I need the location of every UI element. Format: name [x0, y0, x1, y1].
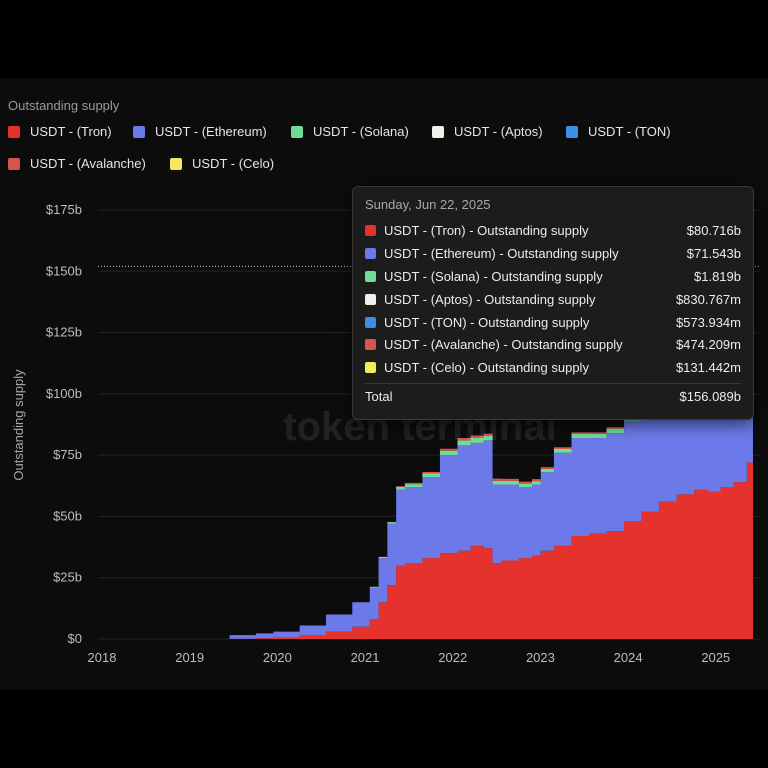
area-series-usdt-tron[interactable] — [98, 441, 753, 639]
tooltip-label: USDT - (Aptos) - Outstanding supply — [384, 291, 596, 307]
legend-swatch — [170, 157, 182, 170]
legend-label: USDT - (Tron) — [30, 124, 112, 139]
x-tick-label: 2021 — [351, 650, 380, 665]
y-axis-label: Outstanding supply — [11, 369, 26, 481]
legend-swatch — [291, 125, 303, 138]
tooltip-swatch — [365, 316, 376, 328]
legend-swatch — [432, 125, 444, 138]
x-tick-label: 2022 — [438, 650, 467, 665]
y-tick-label: $175b — [46, 202, 82, 217]
tooltip-row-ton: USDT - (TON) - Outstanding supply $573.9… — [365, 312, 741, 332]
tooltip-total-value: $156.089b — [679, 389, 741, 404]
legend-item-aptos[interactable]: USDT - (Aptos) — [432, 124, 543, 139]
legend-item-ethereum[interactable]: USDT - (Ethereum) — [133, 124, 267, 139]
tooltip-swatch — [365, 338, 376, 350]
x-tick-label: 2024 — [614, 650, 643, 665]
legend-label: USDT - (Solana) — [313, 124, 409, 139]
tooltip-value: $1.819b — [694, 268, 741, 284]
tooltip-row-avalanche: USDT - (Avalanche) - Outstanding supply … — [365, 334, 741, 354]
legend-item-solana[interactable]: USDT - (Solana) — [291, 124, 409, 139]
x-axis-ticks: 2018 2019 2020 2021 2022 2023 2024 2025 — [88, 650, 731, 665]
legend-swatch — [566, 125, 578, 138]
legend-label: USDT - (Aptos) — [454, 124, 543, 139]
y-tick-label: $150b — [46, 263, 82, 278]
tooltip-row-solana: USDT - (Solana) - Outstanding supply $1.… — [365, 266, 741, 286]
tooltip-divider — [365, 383, 741, 384]
x-tick-label: 2020 — [263, 650, 292, 665]
tooltip-label: USDT - (Solana) - Outstanding supply — [384, 268, 603, 284]
y-tick-label: $125b — [46, 325, 82, 340]
series-areas — [98, 256, 753, 639]
tooltip-value: $71.543b — [686, 245, 741, 261]
y-tick-label: $75b — [53, 447, 82, 462]
tooltip-label: USDT - (Tron) - Outstanding supply — [384, 222, 589, 238]
y-axis-ticks: $0 $25b $50b $75b $100b $125b $150b $175b — [46, 202, 82, 646]
tooltip-value: $573.934m — [675, 314, 741, 330]
legend-item-ton[interactable]: USDT - (TON) — [566, 124, 671, 139]
legend-swatch — [8, 157, 20, 170]
tooltip-swatch — [365, 361, 376, 373]
tooltip-total-label: Total — [365, 389, 393, 404]
tooltip-date: Sunday, Jun 22, 2025 — [365, 197, 491, 212]
y-tick-label: $100b — [46, 386, 82, 401]
tooltip-swatch — [365, 247, 376, 259]
x-tick-label: 2025 — [701, 650, 730, 665]
hover-tooltip: Sunday, Jun 22, 2025 USDT - (Tron) - Out… — [352, 186, 754, 420]
legend-item-celo[interactable]: USDT - (Celo) — [170, 156, 274, 171]
tooltip-label: USDT - (TON) - Outstanding supply — [384, 314, 590, 330]
tooltip-value: $830.767m — [675, 291, 741, 307]
x-tick-label: 2023 — [526, 650, 555, 665]
tooltip-row-celo: USDT - (Celo) - Outstanding supply $131.… — [365, 357, 741, 377]
tooltip-label: USDT - (Ethereum) - Outstanding supply — [384, 245, 619, 261]
tooltip-label: USDT - (Avalanche) - Outstanding supply — [384, 336, 623, 352]
tooltip-label: USDT - (Celo) - Outstanding supply — [384, 359, 589, 375]
tooltip-row-aptos: USDT - (Aptos) - Outstanding supply $830… — [365, 289, 741, 309]
tooltip-total: Total $156.089b — [365, 389, 741, 404]
legend-swatch — [133, 125, 145, 138]
legend-label: USDT - (Avalanche) — [30, 156, 146, 171]
y-tick-label: $25b — [53, 570, 82, 585]
tooltip-swatch — [365, 293, 376, 305]
y-tick-label: $0 — [68, 631, 82, 646]
tooltip-value: $131.442m — [675, 359, 741, 375]
tooltip-swatch — [365, 270, 376, 282]
legend-label: USDT - (Celo) — [192, 156, 275, 171]
legend-title: Outstanding supply — [8, 98, 120, 113]
legend-label: USDT - (TON) — [588, 124, 671, 139]
tooltip-value: $80.716b — [686, 222, 741, 238]
legend-swatch — [8, 125, 20, 138]
tooltip-value: $474.209m — [675, 336, 741, 352]
y-tick-label: $50b — [53, 508, 82, 523]
area-series-usdt-ethereum[interactable] — [98, 265, 753, 639]
x-tick-label: 2019 — [175, 650, 204, 665]
legend-label: USDT - (Ethereum) — [155, 124, 267, 139]
x-tick-label: 2018 — [88, 650, 117, 665]
tooltip-swatch — [365, 224, 376, 236]
legend-item-tron[interactable]: USDT - (Tron) — [8, 124, 112, 139]
tooltip-row-tron: USDT - (Tron) - Outstanding supply $80.7… — [365, 220, 741, 240]
tooltip-row-ethereum: USDT - (Ethereum) - Outstanding supply $… — [365, 243, 741, 263]
legend-item-avalanche[interactable]: USDT - (Avalanche) — [8, 156, 146, 171]
